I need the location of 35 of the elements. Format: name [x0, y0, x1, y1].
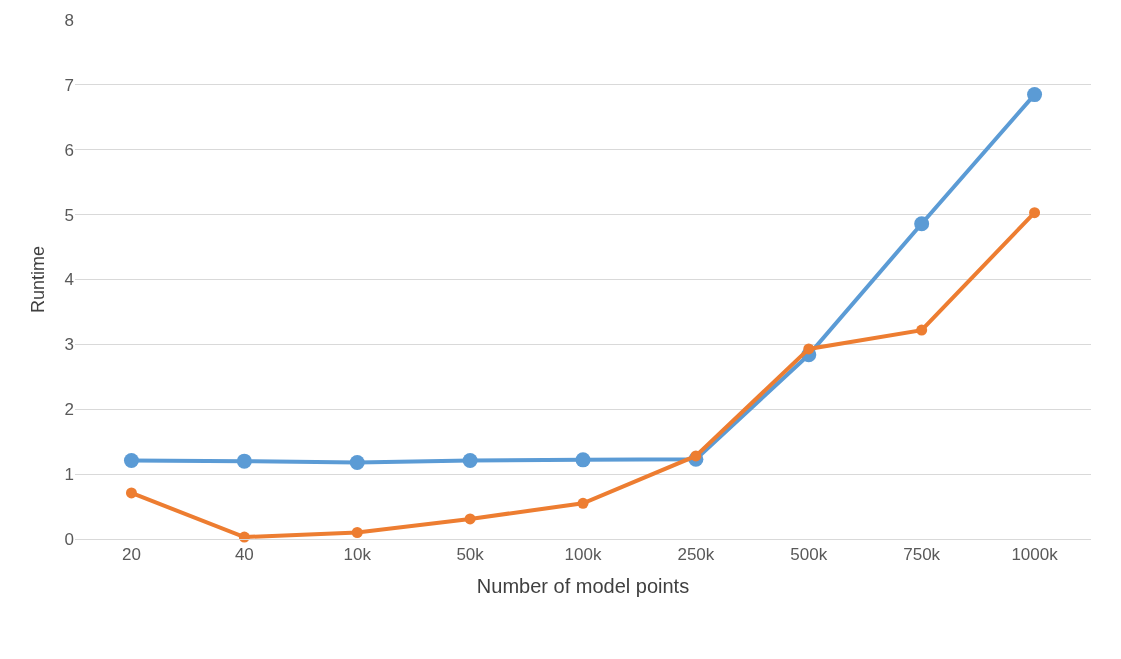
y-axis-title: Runtime: [27, 245, 48, 314]
point: [123, 453, 139, 468]
point: [575, 452, 591, 468]
y-tick-label: 0: [64, 529, 74, 549]
y-tick-label: 3: [64, 335, 74, 355]
point: [1029, 207, 1041, 219]
point: [462, 453, 478, 468]
y-tick-label: 7: [64, 75, 74, 95]
x-tick-label: 50k: [456, 545, 485, 565]
point: [577, 497, 589, 509]
y-tick-label: 2: [64, 400, 74, 420]
y-tick-label: 8: [64, 10, 74, 30]
point: [690, 450, 702, 462]
point: [1027, 87, 1043, 103]
x-tick-label: 100k: [564, 545, 602, 565]
x-tick-label: 750k: [903, 545, 941, 565]
y-tick-label: 1: [64, 465, 74, 485]
point: [351, 527, 363, 539]
point: [125, 487, 137, 499]
y-tick-label: 6: [64, 140, 74, 160]
x-tick-label: 1000k: [1011, 545, 1059, 565]
point: [236, 453, 252, 469]
x-axis-title: Number of model points: [476, 574, 690, 597]
x-tick-label: 250k: [677, 545, 715, 565]
x-tick-label: 500k: [790, 545, 828, 565]
point: [803, 343, 815, 355]
x-tick-label: 20: [121, 545, 141, 565]
point: [349, 454, 365, 470]
x-tick-label: 40: [234, 545, 254, 565]
point: [916, 324, 928, 336]
y-tick-label: 5: [64, 205, 74, 225]
x-tick-label: 10k: [343, 545, 372, 565]
point: [914, 216, 930, 232]
point: [464, 513, 476, 525]
y-tick-label: 4: [64, 270, 74, 290]
